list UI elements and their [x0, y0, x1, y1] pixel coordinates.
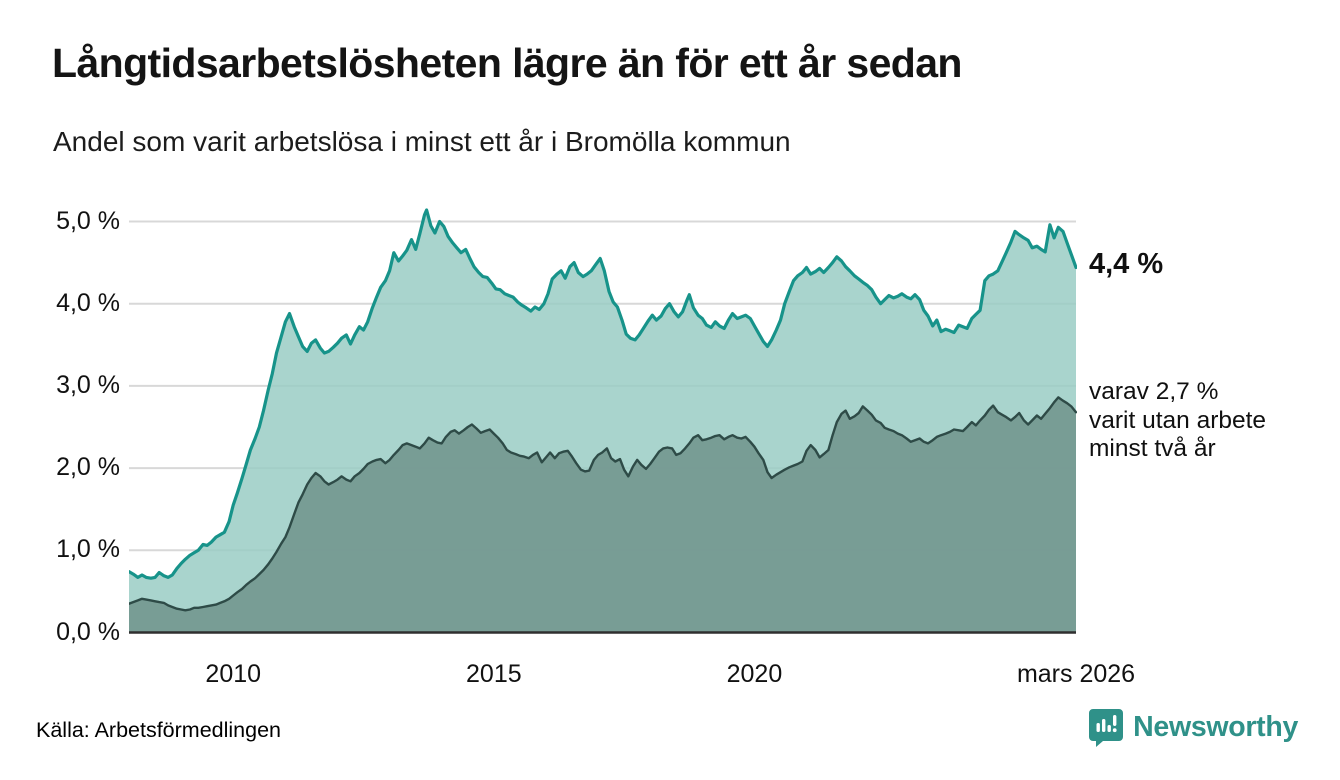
x-axis-tick-label: 2010	[205, 660, 262, 688]
x-axis-tick-label: 2015	[466, 660, 522, 688]
x-axis-tick-label: mars 2026	[1016, 660, 1136, 688]
y-axis-tick-label: 3,0 %	[56, 370, 120, 399]
y-axis-tick-label: 1,0 %	[56, 535, 120, 564]
y-axis-tick-label: 2,0 %	[56, 453, 120, 482]
x-axis-tick-label: 2020	[726, 660, 783, 688]
newsworthy-wordmark: Newsworthy	[1133, 710, 1298, 743]
page-subtitle: Andel som varit arbetslösa i minst ett å…	[53, 126, 791, 157]
newsworthy-logo[interactable]: Newsworthy	[1088, 707, 1298, 747]
secondary-series-label: varav 2,7 % varit utan arbete minst två …	[1089, 378, 1267, 462]
y-axis-tick-label: 5,0 %	[56, 206, 120, 235]
page-title: Långtidsarbetslösheten lägre än för ett …	[52, 40, 962, 86]
source-caption: Källa: Arbetsförmedlingen	[36, 718, 282, 742]
y-axis-tick-label: 4,0 %	[56, 288, 120, 317]
newsworthy-bubble-chart-icon	[1088, 707, 1124, 747]
area-chart	[127, 195, 1078, 641]
latest-value-label: 4,4 %	[1089, 248, 1164, 280]
y-axis-tick-label: 0,0 %	[56, 617, 120, 646]
